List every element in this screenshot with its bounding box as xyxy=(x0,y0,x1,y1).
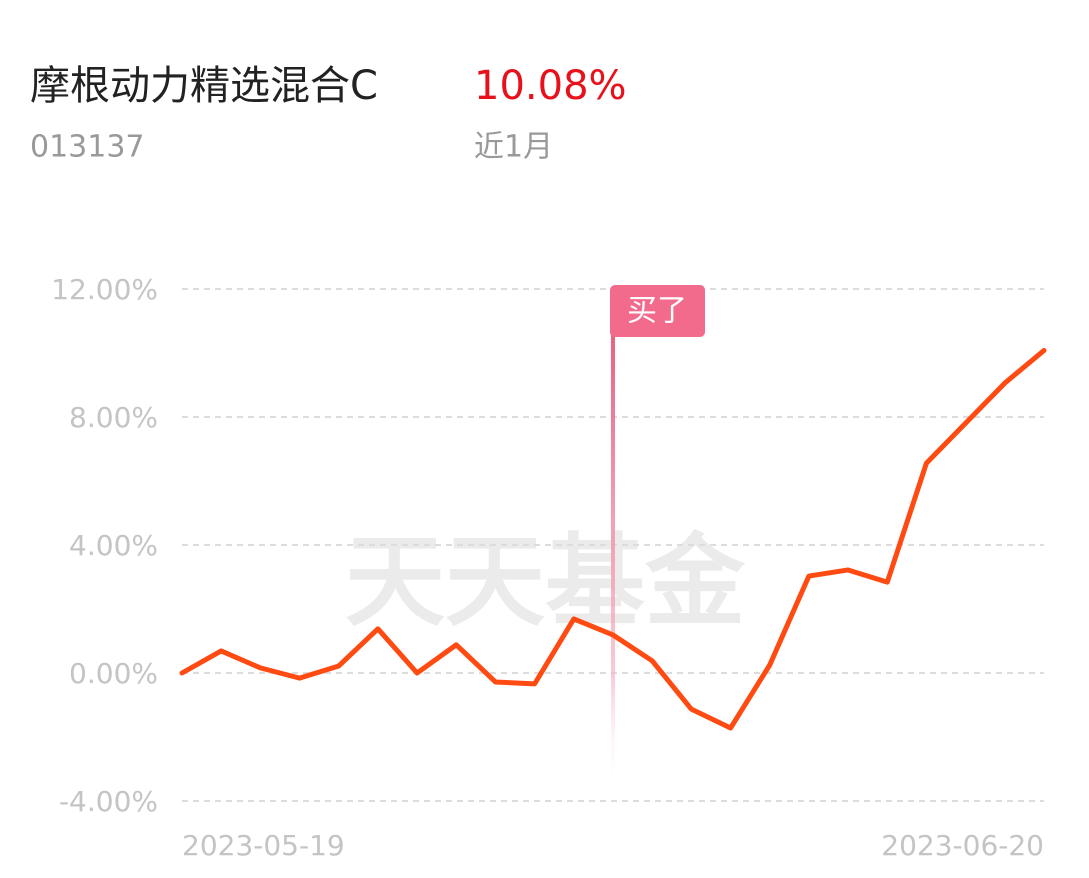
fund-code: 013137 xyxy=(30,130,145,165)
x-tick-label: 2023-06-20 xyxy=(881,829,1044,862)
buy-tag xyxy=(610,285,705,337)
x-tick-label: 2023-05-19 xyxy=(182,829,345,862)
buy-tag-label: 买了 xyxy=(627,294,687,329)
buy-line xyxy=(611,330,615,790)
y-tick-label: 4.00% xyxy=(69,529,158,562)
y-tick-label: 0.00% xyxy=(69,657,158,690)
title: 摩根动力精选混合C xyxy=(30,63,378,109)
period: 近1月 xyxy=(474,130,553,165)
y-tick-label: 12.00% xyxy=(51,273,158,306)
line xyxy=(179,347,1047,731)
y-tick-label: 8.00% xyxy=(69,401,158,434)
watermark: 天天基金 xyxy=(345,522,746,640)
return-value: 10.08% xyxy=(474,63,627,109)
y-tick-label: -4.00% xyxy=(59,785,158,818)
